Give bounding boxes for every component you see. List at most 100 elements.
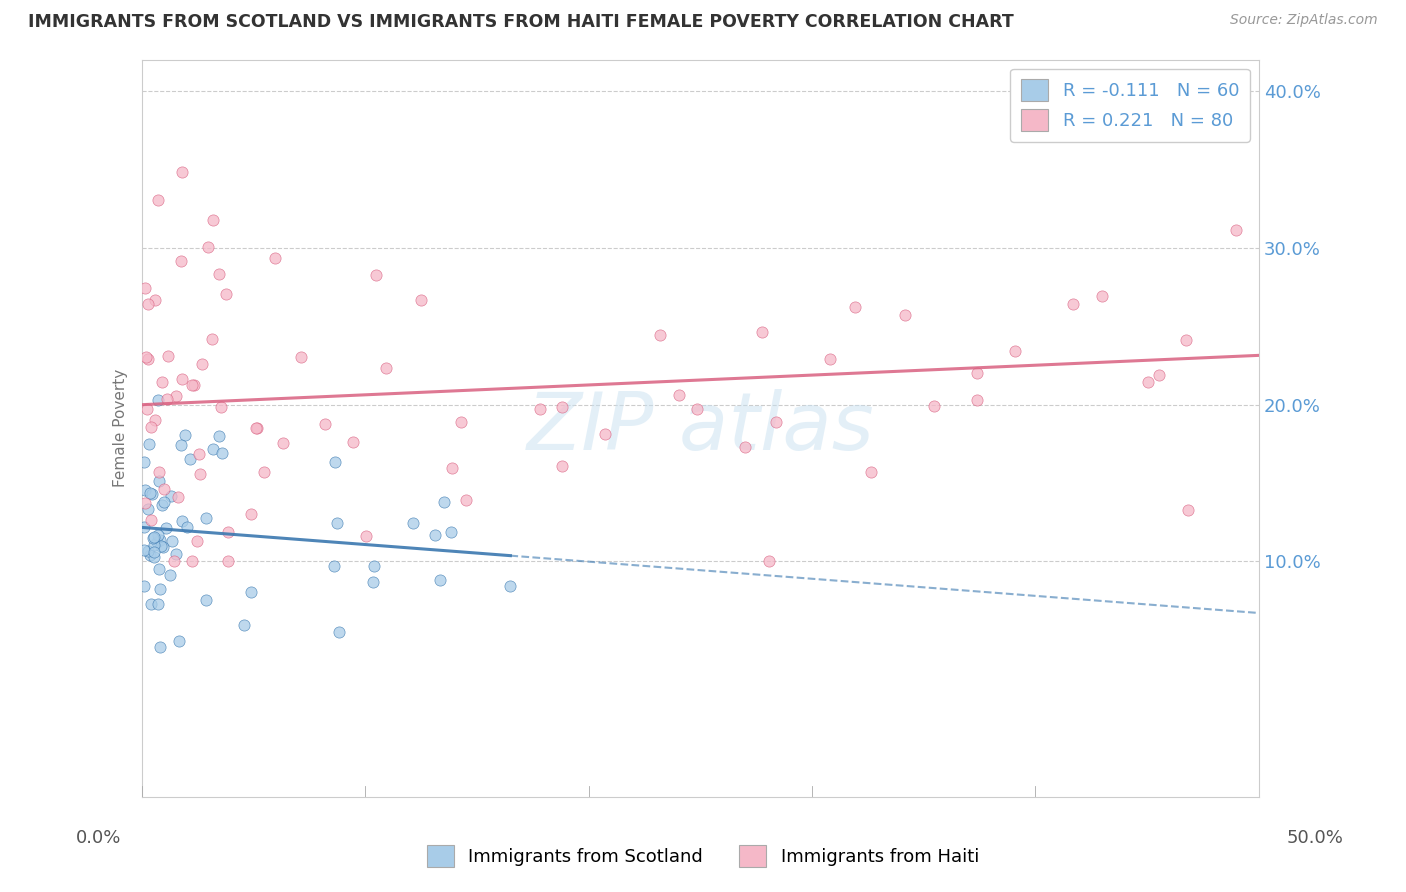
Point <box>499 579 522 593</box>
Point <box>271 436 294 450</box>
Point <box>263 251 285 265</box>
Point <box>432 495 454 509</box>
Point <box>1043 115 1066 129</box>
Point <box>200 333 222 347</box>
Point <box>143 530 166 544</box>
Point <box>208 267 231 281</box>
Point <box>450 415 472 429</box>
Point <box>1225 223 1247 237</box>
Point <box>172 164 194 178</box>
Point <box>143 549 166 564</box>
Point <box>245 421 267 435</box>
Point <box>361 575 384 590</box>
Point <box>148 465 170 479</box>
Point <box>409 293 432 308</box>
Point <box>146 534 169 549</box>
Text: ZIP atlas: ZIP atlas <box>526 389 875 467</box>
Point <box>425 528 447 542</box>
Point <box>142 544 165 558</box>
Point <box>323 454 346 468</box>
Point <box>152 482 174 496</box>
Point <box>165 547 187 561</box>
Point <box>155 392 177 406</box>
Point <box>202 442 225 456</box>
Point <box>136 544 159 558</box>
Point <box>215 287 238 301</box>
Point <box>765 415 787 429</box>
Point <box>364 268 387 283</box>
Point <box>195 592 218 607</box>
Point <box>323 559 346 574</box>
Text: 0.0%: 0.0% <box>76 829 121 847</box>
Point <box>202 213 225 227</box>
Point <box>165 389 187 403</box>
Point <box>1177 502 1199 516</box>
Point <box>160 489 183 503</box>
Point <box>191 357 214 371</box>
Point <box>253 465 276 479</box>
Point <box>157 349 180 363</box>
Point <box>1174 333 1197 347</box>
Point <box>239 507 262 521</box>
Point <box>160 533 183 548</box>
Point <box>176 519 198 533</box>
Point <box>1090 289 1112 303</box>
Point <box>363 558 385 573</box>
Text: Source: ZipAtlas.com: Source: ZipAtlas.com <box>1230 13 1378 28</box>
Point <box>922 400 945 414</box>
Point <box>375 361 398 376</box>
Point <box>197 240 219 254</box>
Point <box>429 574 451 588</box>
Point <box>966 366 988 380</box>
Point <box>146 597 169 611</box>
Point <box>246 421 269 435</box>
Point <box>186 534 208 549</box>
Point <box>146 193 169 207</box>
Point <box>148 562 170 576</box>
Point <box>454 493 477 508</box>
Legend: R = -0.111   N = 60, R = 0.221   N = 80: R = -0.111 N = 60, R = 0.221 N = 80 <box>1011 69 1250 142</box>
Point <box>150 539 173 553</box>
Point <box>132 455 155 469</box>
Point <box>966 393 988 408</box>
Point <box>595 426 617 441</box>
Point <box>153 495 176 509</box>
Point <box>149 533 172 547</box>
Point <box>134 483 156 497</box>
Point <box>208 429 231 443</box>
Point <box>668 387 690 401</box>
Point <box>209 400 232 414</box>
Point <box>402 516 425 530</box>
Point <box>146 528 169 542</box>
Point <box>170 438 193 452</box>
Point <box>211 446 233 460</box>
Point <box>648 328 671 343</box>
Point <box>146 393 169 408</box>
Point <box>893 308 915 322</box>
Point <box>167 633 190 648</box>
Point <box>132 520 155 534</box>
Point <box>239 584 262 599</box>
Point <box>139 597 162 611</box>
Point <box>328 624 350 639</box>
Point <box>194 510 217 524</box>
Point <box>751 326 773 340</box>
Point <box>1062 297 1084 311</box>
Point <box>529 401 551 416</box>
Point <box>188 447 211 461</box>
Point <box>143 293 166 308</box>
Point <box>152 540 174 554</box>
Point <box>188 467 211 482</box>
Point <box>217 525 239 540</box>
Point <box>139 513 162 527</box>
Point <box>132 579 155 593</box>
Point <box>138 437 160 451</box>
Point <box>139 549 162 563</box>
Point <box>1136 375 1159 389</box>
Point <box>136 501 159 516</box>
Point <box>136 297 159 311</box>
Point <box>1004 343 1026 358</box>
Point <box>150 498 173 512</box>
Point <box>149 582 172 596</box>
Point <box>136 351 159 366</box>
